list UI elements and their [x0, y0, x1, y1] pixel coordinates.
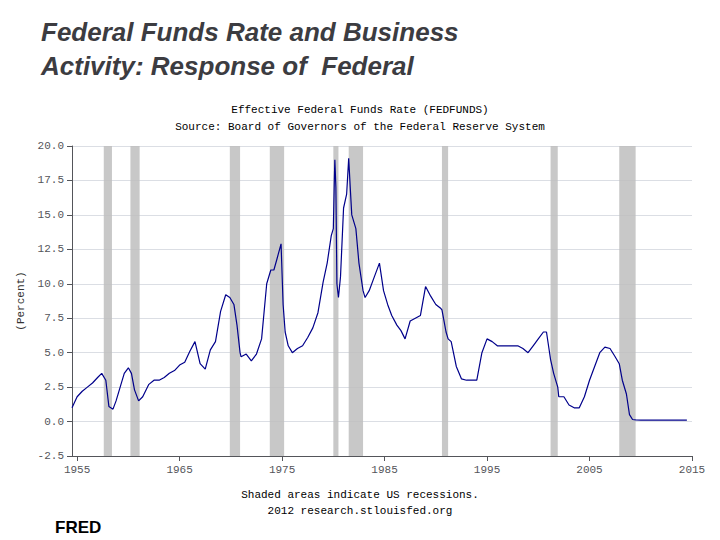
- svg-text:Federal Funds Rate and Busines: Federal Funds Rate and Business: [41, 17, 459, 47]
- svg-text:1985: 1985: [371, 464, 397, 476]
- svg-text:(Percent): (Percent): [15, 271, 27, 330]
- svg-text:Source: Board of Governors of: Source: Board of Governors of the Federa…: [175, 121, 545, 133]
- svg-text:15.0: 15.0: [38, 209, 64, 221]
- svg-text:-2.5: -2.5: [38, 450, 64, 462]
- svg-text:17.5: 17.5: [38, 174, 64, 186]
- svg-text:1955: 1955: [64, 464, 90, 476]
- svg-text:0.0: 0.0: [44, 416, 64, 428]
- svg-text:7.5: 7.5: [44, 312, 64, 324]
- svg-text:1975: 1975: [269, 464, 295, 476]
- svg-text:20.0: 20.0: [38, 140, 64, 152]
- svg-text:2012 research.stlouisfed.org: 2012 research.stlouisfed.org: [268, 505, 453, 517]
- svg-text:Activity: Response of Federal: Activity: Response of Federal: [40, 51, 415, 81]
- svg-text:Effective Federal Funds Rate (: Effective Federal Funds Rate (FEDFUNDS): [231, 104, 488, 116]
- svg-text:Shaded areas indicate US reces: Shaded areas indicate US recessions.: [241, 489, 479, 501]
- svg-text:10.0: 10.0: [38, 278, 64, 290]
- svg-text:12.5: 12.5: [38, 243, 64, 255]
- svg-text:2.5: 2.5: [44, 381, 64, 393]
- svg-text:2005: 2005: [576, 464, 602, 476]
- svg-text:1965: 1965: [166, 464, 192, 476]
- svg-text:FRED: FRED: [55, 518, 101, 537]
- svg-text:1995: 1995: [474, 464, 500, 476]
- svg-text:2015: 2015: [679, 464, 705, 476]
- svg-text:5.0: 5.0: [44, 347, 64, 359]
